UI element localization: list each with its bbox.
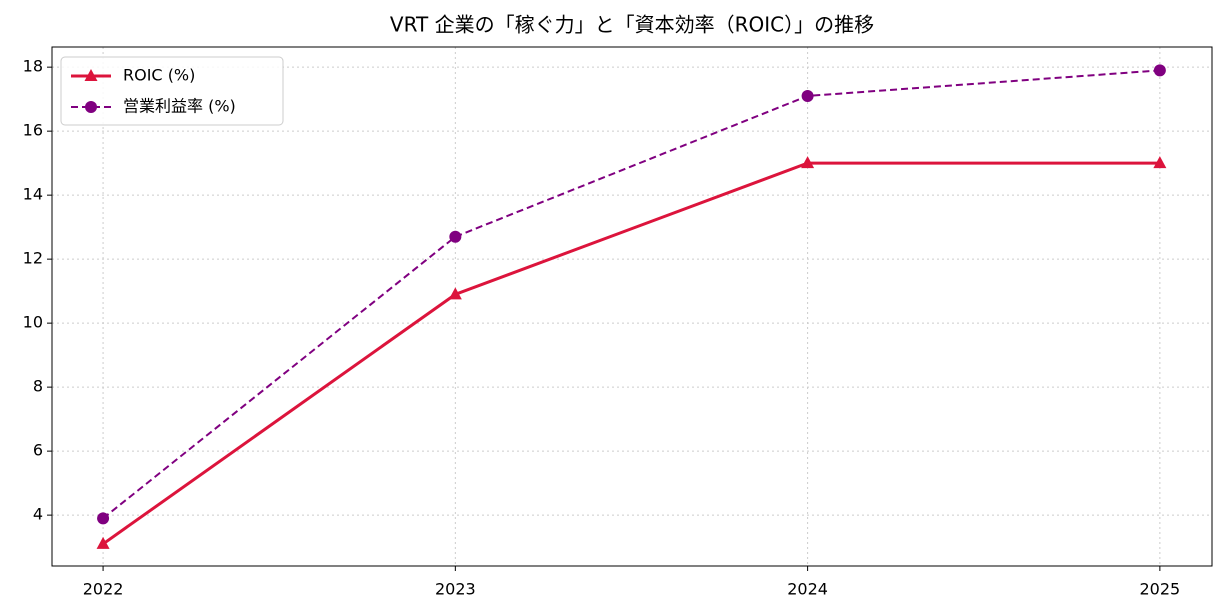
series-line <box>102 69 1160 520</box>
marker <box>97 512 110 525</box>
marker <box>1153 156 1167 169</box>
chart-title: VRT 企業の「稼ぐ力」と「資本効率（ROIC）」の推移 <box>390 13 874 37</box>
y-tick-label: 6 <box>33 441 43 460</box>
marker <box>85 101 97 113</box>
y-tick-label: 8 <box>33 377 43 396</box>
marker <box>801 89 814 102</box>
y-tick-label: 10 <box>23 313 43 332</box>
marker <box>1153 64 1166 77</box>
legend-box <box>60 56 284 126</box>
y-tick-label: 18 <box>23 57 43 76</box>
marker <box>448 287 462 300</box>
marker <box>449 230 462 243</box>
y-tick-label: 16 <box>23 121 43 140</box>
y-tick-label: 14 <box>23 185 43 204</box>
x-tick-label: 2024 <box>787 580 828 599</box>
plot-frame <box>51 46 1213 567</box>
x-tick-label: 2022 <box>83 580 124 599</box>
legend-label: 営業利益率 (%) <box>123 97 236 116</box>
marker <box>96 536 110 549</box>
x-tick-label: 2025 <box>1140 580 1181 599</box>
series-line <box>102 161 1160 546</box>
marker <box>801 156 815 169</box>
legend-label: ROIC (%) <box>123 66 195 85</box>
marker <box>84 69 98 81</box>
legend: ROIC (%) 営業利益率 (%) <box>60 56 284 126</box>
x-tick-label: 2023 <box>435 580 476 599</box>
y-tick-label: 4 <box>33 505 43 524</box>
y-tick-label: 12 <box>23 249 43 268</box>
